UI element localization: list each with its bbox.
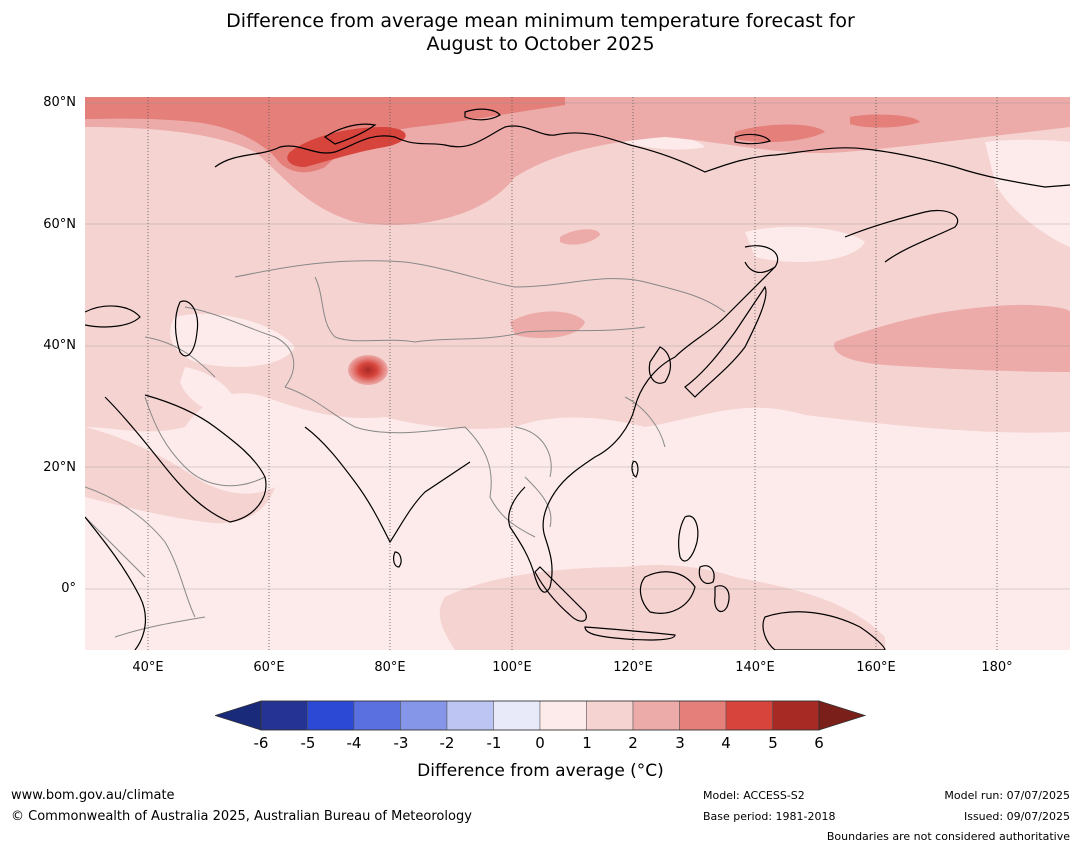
issued-text: Issued: 09/07/2025 — [963, 810, 1070, 823]
tick-label-6: 0 — [535, 734, 545, 752]
tick-label-7: 1 — [582, 734, 592, 752]
website-link[interactable]: www.bom.gov.au/climate — [11, 788, 175, 803]
colorbar-cell — [772, 700, 820, 731]
lon-label-120e: 120°E — [613, 660, 653, 675]
lon-label-160e: 160°E — [856, 660, 896, 675]
colorbar-over-triangle — [818, 700, 867, 731]
lon-label-180: 180° — [981, 660, 1013, 675]
map-title: Difference from average mean minimum tem… — [0, 10, 1081, 56]
colorbar-cell — [586, 700, 634, 731]
country-borders — [85, 260, 726, 638]
colorbar-cell — [307, 700, 355, 731]
colorbar-cell — [493, 700, 541, 731]
lon-label-60e: 60°E — [253, 660, 285, 675]
disclaimer-text: Boundaries are not considered authoritat… — [826, 830, 1070, 843]
anomaly-band-3-4-eastsib — [735, 124, 825, 143]
colorbar-cell — [400, 700, 448, 731]
lat-label-0: 0° — [61, 581, 76, 596]
anomaly-band-2-3-kamchatka — [560, 229, 600, 245]
colorbar-cell — [446, 700, 494, 731]
tick-label-10: 4 — [721, 734, 731, 752]
anomaly-band-1-2-arabia — [85, 427, 275, 524]
tick-label-1: -5 — [300, 734, 316, 752]
copyright-text: © Commonwealth of Australia 2025, Austra… — [11, 809, 472, 824]
title-line-2: August to October 2025 — [426, 33, 655, 55]
lat-label-20n: 20°N — [43, 460, 76, 475]
model-text: Model: ACCESS-S2 — [703, 789, 805, 802]
model-run-text: Model run: 07/07/2025 — [944, 789, 1070, 802]
coastlines — [85, 108, 1070, 650]
tick-label-2: -4 — [346, 734, 362, 752]
anomaly-pocket-0-1-iran — [180, 367, 237, 417]
colorbar-cell — [632, 700, 680, 731]
tick-label-12: 6 — [814, 734, 824, 752]
tick-label-0: -6 — [253, 734, 269, 752]
title-line-1: Difference from average mean minimum tem… — [226, 10, 855, 32]
temperature-anomaly-map — [85, 97, 1070, 650]
colorbar-cell — [260, 700, 308, 731]
anomaly-pocket-0-1-pacific — [985, 139, 1070, 247]
colorbar — [215, 700, 867, 731]
anomaly-band-1-2-maritime — [439, 565, 885, 650]
graticule — [147, 97, 998, 650]
base-period-text: Base period: 1981-2018 — [703, 810, 836, 823]
latitude-lines — [85, 102, 1070, 590]
lon-label-140e: 140°E — [735, 660, 775, 675]
tick-label-4: -2 — [439, 734, 455, 752]
colorbar-cell — [353, 700, 401, 731]
anomaly-band-2-3-npacific — [834, 304, 1070, 372]
lat-label-40n: 40°N — [43, 338, 76, 353]
colorbar-label: Difference from average (°C) — [417, 761, 664, 781]
colorbar-cell — [679, 700, 727, 731]
colorbar-cells — [260, 700, 820, 731]
colorbar-cell — [725, 700, 773, 731]
tick-label-5: -1 — [486, 734, 502, 752]
tick-label-9: 3 — [675, 734, 685, 752]
colorbar-cell — [539, 700, 587, 731]
lat-label-80n: 80°N — [43, 95, 76, 110]
tick-label-8: 2 — [628, 734, 638, 752]
colorbar-under-triangle — [215, 700, 262, 731]
anomaly-band-3-4-chukchi — [850, 114, 920, 128]
anomaly-pocket-0-1-kazakh — [170, 313, 295, 367]
tick-label-11: 5 — [768, 734, 778, 752]
anomaly-band-3-4-westsib — [85, 97, 565, 173]
lon-label-80e: 80°E — [374, 660, 406, 675]
lat-label-60n: 60°N — [43, 217, 76, 232]
lon-label-100e: 100°E — [492, 660, 532, 675]
lon-label-40e: 40°E — [132, 660, 164, 675]
tick-label-3: -3 — [393, 734, 409, 752]
anomaly-hotspot-tibet — [348, 355, 388, 385]
